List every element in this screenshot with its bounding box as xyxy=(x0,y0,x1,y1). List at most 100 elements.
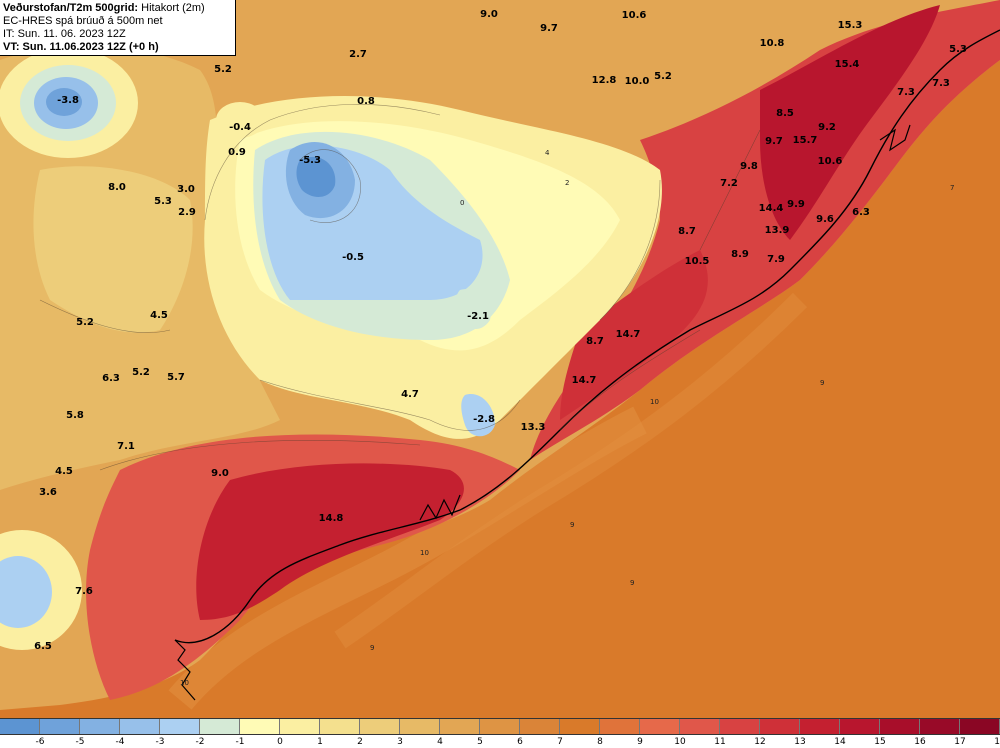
temperature-value-label: 7.9 xyxy=(767,254,785,265)
temperature-value-label: 8.0 xyxy=(108,182,126,193)
temperature-value-label: 9.7 xyxy=(540,23,558,34)
contour-lines xyxy=(39,104,761,471)
temperature-value-label: 5.2 xyxy=(214,64,232,75)
colorbar-labels: -6-5-4-3-2-10123456789101112131415161718 xyxy=(0,736,1000,748)
colorbar-tick-label: 4 xyxy=(437,737,443,747)
temperature-value-label: 8.9 xyxy=(731,249,749,260)
svg-text:9: 9 xyxy=(630,579,634,587)
temperature-value-label: 6.3 xyxy=(852,207,870,218)
colorbar-swatch xyxy=(520,719,560,734)
temperature-value-label: 5.2 xyxy=(132,367,150,378)
svg-text:4: 4 xyxy=(545,149,550,157)
east-hottest-region xyxy=(760,5,940,240)
colorbar-tick-label: 11 xyxy=(714,737,726,747)
colorbar-tick-label: 17 xyxy=(954,737,966,747)
svg-text:0: 0 xyxy=(460,199,464,207)
temperature-value-label: -2.8 xyxy=(473,414,495,425)
glacier-east-small xyxy=(456,289,491,330)
colorbar-swatch xyxy=(120,719,160,734)
colorbar-tick-label: 6 xyxy=(517,737,523,747)
temperature-value-label: 0.9 xyxy=(228,147,246,158)
colorbar-swatch xyxy=(720,719,760,734)
temperature-value-label: 9.0 xyxy=(211,468,229,479)
temperature-value-label: 3.0 xyxy=(177,184,195,195)
temperature-value-label: 7.1 xyxy=(117,441,135,452)
temperature-value-label: 4.5 xyxy=(55,466,73,477)
colorbar-swatch xyxy=(80,719,120,734)
svg-text:9: 9 xyxy=(820,379,824,387)
colorbar-swatch xyxy=(960,719,1000,734)
temperature-value-label: 9.8 xyxy=(740,161,758,172)
svg-text:9: 9 xyxy=(370,644,374,652)
temperature-value-label: 3.6 xyxy=(39,487,57,498)
temperature-value-label: 7.3 xyxy=(932,78,950,89)
east-coast-band xyxy=(560,250,708,420)
svg-text:10: 10 xyxy=(180,679,189,687)
colorbar-swatch xyxy=(0,719,40,734)
temperature-value-label: 12.8 xyxy=(592,75,617,86)
temperature-value-label: 10.5 xyxy=(685,256,710,267)
colorbar-tick-label: 15 xyxy=(874,737,886,747)
svg-text:7: 7 xyxy=(950,184,954,192)
colorbar-tick-label: 3 xyxy=(397,737,403,747)
temperature-value-label: -3.8 xyxy=(57,95,79,106)
south-hottest-region xyxy=(196,463,464,620)
colorbar-tick-label: 14 xyxy=(834,737,846,747)
colorbar-tick-label: -2 xyxy=(195,737,205,747)
colorbar-tick-label: -6 xyxy=(35,737,45,747)
temperature-value-label: 5.2 xyxy=(76,317,94,328)
colorbar-swatch xyxy=(600,719,640,734)
colorbar-tick-label: 9 xyxy=(637,737,643,747)
coastline-jag xyxy=(174,124,911,701)
colorbar-swatch xyxy=(320,719,360,734)
colorbar-tick-label: 0 xyxy=(277,737,283,747)
colorbar-swatch xyxy=(440,719,480,734)
colorbar-swatch xyxy=(800,719,840,734)
svg-text:10: 10 xyxy=(650,398,659,406)
colorbar-tick-label: 16 xyxy=(914,737,926,747)
colorbar-tick-label: 13 xyxy=(794,737,806,747)
temperature-value-label: -2.1 xyxy=(467,311,489,322)
temperature-value-label: 8.5 xyxy=(776,108,794,119)
temperature-value-label: 6.5 xyxy=(34,641,52,652)
header-source: EC-HRES spá brúuð á 500m net xyxy=(3,15,163,27)
temperature-value-label: -0.5 xyxy=(342,252,364,263)
header-init-time: IT: Sun. 11. 06. 2023 12Z xyxy=(3,28,126,40)
colorbar-swatch xyxy=(560,719,600,734)
value-labels: -3.8 5.2 2.7 0.8 9.0 9.7 10.6 10.8 15.3 5.3 15.4 7.… xyxy=(34,9,967,652)
header-title: Veðurstofan/T2m 500grid: Hitakort (2m) xyxy=(3,2,205,14)
temperature-value-label: 5.7 xyxy=(167,372,185,383)
cold-patch xyxy=(216,102,264,138)
temperature-value-label: 6.3 xyxy=(102,373,120,384)
temperature-value-label: 15.7 xyxy=(793,135,818,146)
west-region-inner xyxy=(33,166,193,333)
colorbar-tick-label: -4 xyxy=(115,737,125,747)
isoline-labels: 9 9 10 10 7 10 9 9 0 2 4 xyxy=(180,149,954,687)
colorbar-swatch xyxy=(680,719,720,734)
temperature-value-label: 15.3 xyxy=(838,20,863,31)
sea-ripple xyxy=(168,406,647,710)
temperature-value-label: -0.4 xyxy=(229,122,251,133)
temperature-value-label: 14.7 xyxy=(616,329,641,340)
temperature-value-label: 5.3 xyxy=(154,196,172,207)
colorbar-tick-label: 10 xyxy=(674,737,686,747)
temperature-value-label: 7.3 xyxy=(897,87,915,98)
colorbar-tick-label: 8 xyxy=(597,737,603,747)
temperature-value-label: 9.7 xyxy=(765,136,783,147)
glacier-coldest xyxy=(296,156,336,197)
colorbar-swatch xyxy=(480,719,520,734)
sea-ripple-2 xyxy=(334,292,808,649)
temperature-value-label: 2.7 xyxy=(349,49,367,60)
temperature-value-label: 13.3 xyxy=(521,422,546,433)
colorbar-tick-label: -1 xyxy=(235,737,245,747)
temperature-value-label: 14.7 xyxy=(572,375,597,386)
colorbar-swatch xyxy=(400,719,440,734)
temperature-value-label: 14.8 xyxy=(319,513,344,524)
colorbar-tick-label: 2 xyxy=(357,737,363,747)
colorbar-tick-label: 5 xyxy=(477,737,483,747)
colorbar-swatch xyxy=(760,719,800,734)
northwest-coldest xyxy=(46,88,82,116)
colorbar-swatch xyxy=(360,719,400,734)
svg-text:9: 9 xyxy=(570,521,574,529)
temperature-value-label: 9.2 xyxy=(818,122,836,133)
